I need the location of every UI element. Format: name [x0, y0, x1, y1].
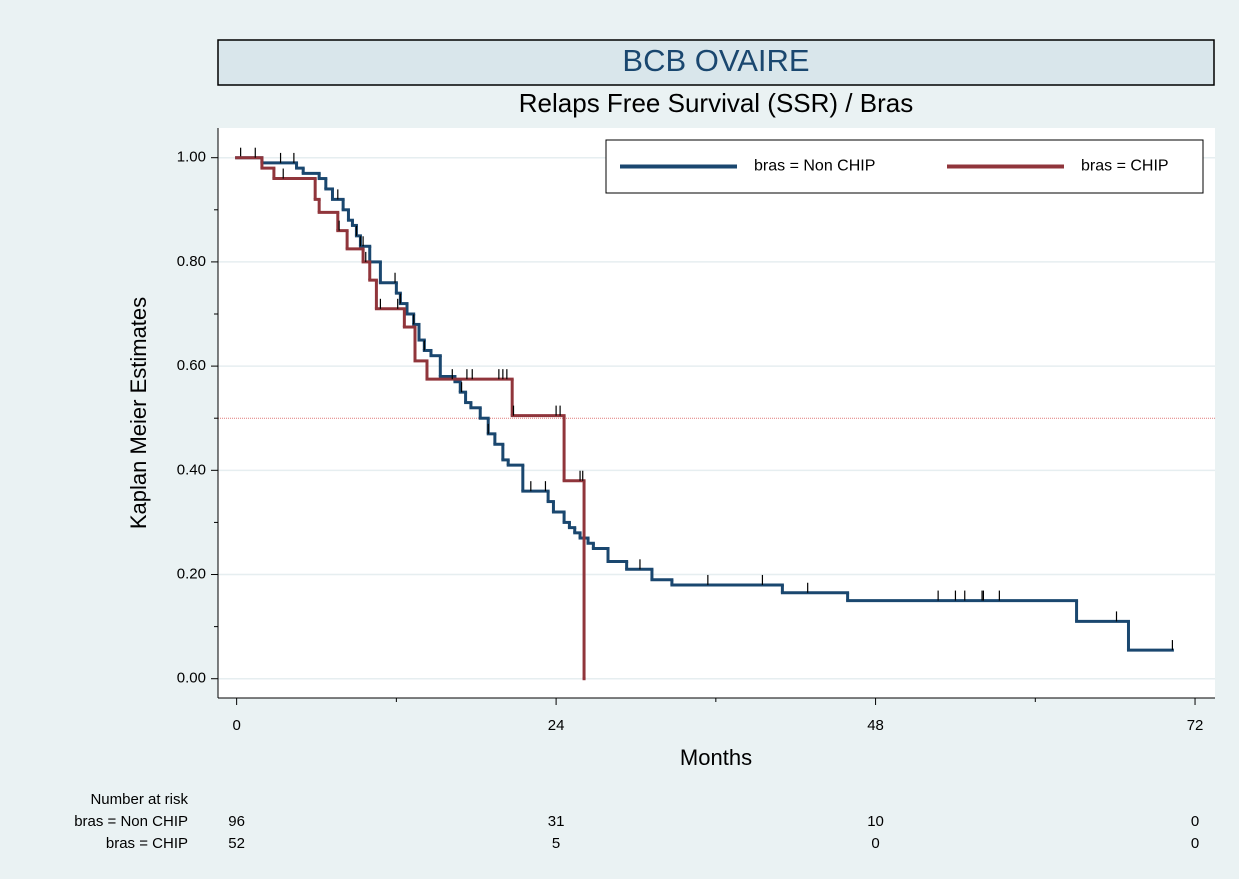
series	[235, 147, 1174, 652]
y-tick-label: 0.80	[177, 253, 206, 270]
y-tick-label: 0.00	[177, 670, 206, 687]
chart-title: BCB OVAIRE	[622, 43, 809, 78]
x-tick-label: 0	[232, 717, 240, 734]
y-tick-label: 0.60	[177, 357, 206, 374]
risk-count: 0	[871, 835, 879, 852]
x-tick-label: 24	[548, 717, 565, 734]
y-tick-label: 0.40	[177, 461, 206, 478]
y-tick-label: 1.00	[177, 149, 206, 166]
risk-row-label: bras = CHIP	[106, 835, 188, 852]
x-tick-label: 72	[1187, 717, 1204, 734]
chart-subtitle: Relaps Free Survival (SSR) / Bras	[519, 88, 913, 118]
y-tick-label: 0.20	[177, 565, 206, 582]
plot-area	[218, 128, 1215, 698]
risk-count: 10	[867, 813, 884, 830]
risk-count: 0	[1191, 835, 1199, 852]
title-box	[217, 39, 1215, 86]
x-axis-label: Months	[680, 745, 752, 770]
risk-count: 96	[228, 813, 245, 830]
risk-count: 52	[228, 835, 245, 852]
risk-table-title: Number at risk	[90, 791, 188, 808]
series	[235, 147, 586, 681]
x-tick-label: 48	[867, 717, 884, 734]
legend-label: bras = CHIP	[1081, 158, 1169, 175]
legend-label: bras = Non CHIP	[754, 158, 875, 175]
risk-count: 5	[552, 835, 560, 852]
risk-count: 0	[1191, 813, 1199, 830]
risk-row-label: bras = Non CHIP	[74, 813, 188, 830]
risk-count: 31	[548, 813, 565, 830]
y-axis-label: Kaplan Meier Estimates	[126, 297, 151, 529]
